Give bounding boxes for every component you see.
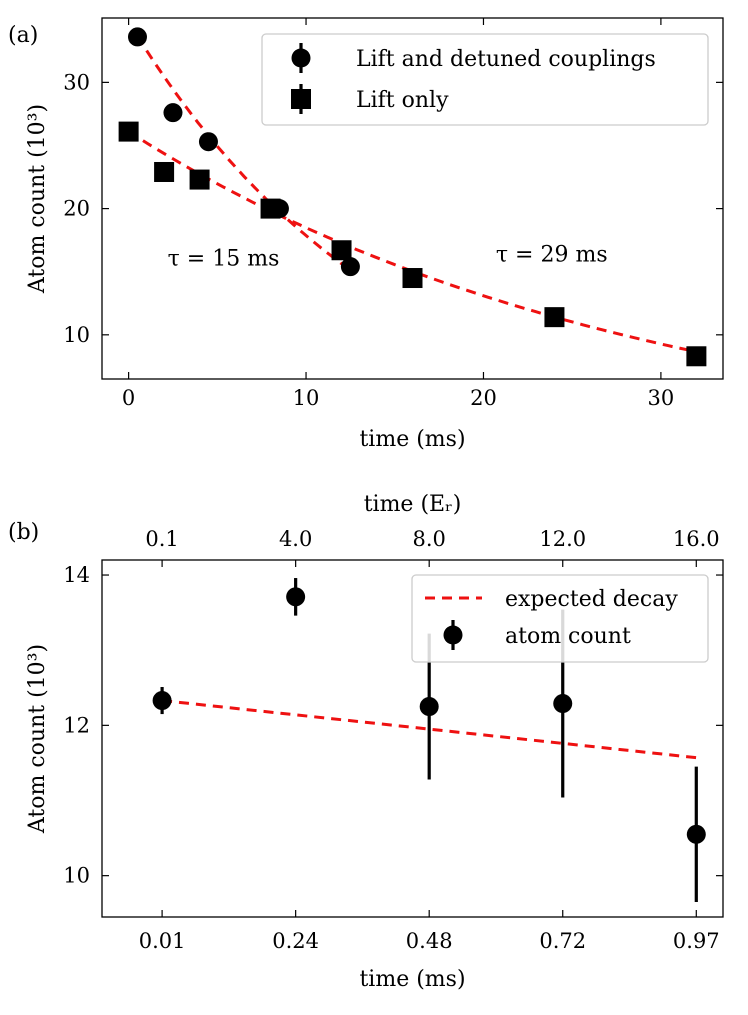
tau-annotation: τ = 29 ms <box>496 243 608 268</box>
data-point-circle <box>127 27 147 47</box>
x-tick-label: 30 <box>648 386 675 410</box>
data-point-square <box>189 169 210 190</box>
panel-b: 0.01 0.1 0.24 4.0 0.48 8.0 0.72 12.0 0.97 16.0 10 1… <box>8 492 724 992</box>
plot-frame <box>101 559 724 918</box>
x-tick-label: 20 <box>470 386 497 410</box>
data-point-square <box>686 346 707 367</box>
data-point-circle <box>686 824 706 844</box>
fit-curve <box>136 35 352 272</box>
data-point-square <box>544 307 565 328</box>
y-tick-label: 14 <box>63 563 90 587</box>
data-point-circle <box>163 103 183 123</box>
legend-entry-label: atom count <box>505 624 631 649</box>
x-tick-label: 0.72 <box>539 929 586 953</box>
panel-a: 0 10 20 30 10 20 30 time (ms) Atom count (10³) (a… <box>8 17 724 452</box>
legend: expected decay atom count <box>411 574 709 663</box>
y-tick-label: 30 <box>63 70 90 94</box>
legend-entry-label: Lift only <box>356 88 449 113</box>
legend: Lift and detuned couplings Lift only <box>261 33 709 126</box>
data-point-circle <box>553 694 573 714</box>
top-x-tick-label: 12.0 <box>539 527 586 551</box>
y-tick-label: 10 <box>63 323 90 347</box>
data-point-circle <box>198 132 218 152</box>
panel-label: (b) <box>8 520 39 545</box>
x-axis-label: time (ms) <box>359 967 465 992</box>
y-axis-label: Atom count (10³) <box>25 104 50 294</box>
legend-marker-square <box>291 89 311 109</box>
data-point-circle <box>286 587 306 607</box>
top-x-tick-label: 4.0 <box>279 527 312 551</box>
data-point-circle <box>152 691 172 711</box>
fit-curve <box>127 130 697 354</box>
x-tick-label: 0.48 <box>406 929 453 953</box>
y-axis-label: Atom count (10³) <box>25 644 50 834</box>
data-point-circle <box>340 257 360 277</box>
x-tick-label: 0.97 <box>673 929 720 953</box>
data-point-square <box>260 198 281 219</box>
data-point-square <box>118 121 139 142</box>
data-point-square <box>331 240 352 261</box>
y-tick-label: 10 <box>63 864 90 888</box>
top-x-tick-label: 8.0 <box>412 527 445 551</box>
x-tick-label: 10 <box>293 386 320 410</box>
plot-frame <box>101 17 724 380</box>
legend-entry-label: Lift and detuned couplings <box>356 47 656 72</box>
legend-marker-circle <box>443 625 463 645</box>
legend-entry-label: expected decay <box>505 587 678 612</box>
top-x-axis-label: time (Eᵣ) <box>364 492 462 517</box>
top-x-tick-label: 16.0 <box>673 527 720 551</box>
y-tick-label: 12 <box>63 713 90 737</box>
legend-frame <box>261 33 709 126</box>
data-point-square <box>154 161 175 182</box>
x-tick-label: 0.24 <box>272 929 319 953</box>
data-point-square <box>402 268 423 289</box>
x-tick-label: 0 <box>122 386 135 410</box>
x-tick-label: 0.01 <box>139 929 186 953</box>
legend-frame <box>411 574 709 663</box>
data-point-circle <box>419 697 439 717</box>
y-tick-label: 20 <box>63 197 90 221</box>
top-x-tick-label: 0.1 <box>145 527 178 551</box>
legend-marker-circle <box>291 48 311 68</box>
expected-decay-line <box>161 699 697 760</box>
panel-label: (a) <box>8 23 38 48</box>
tau-annotation: τ = 15 ms <box>168 246 280 271</box>
x-axis-label: time (ms) <box>359 427 465 452</box>
